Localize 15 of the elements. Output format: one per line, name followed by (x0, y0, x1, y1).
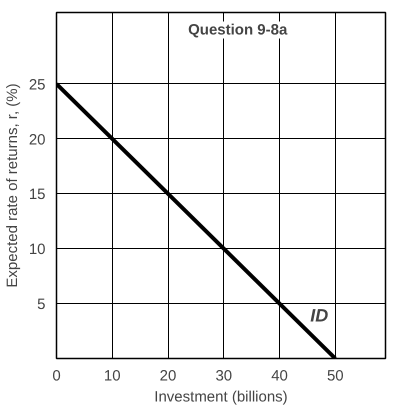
y-axis-title: Expected rate of returns, r, (%) (4, 83, 21, 288)
y-tick-label: 5 (37, 296, 46, 314)
x-axis-title: Investment (billions) (154, 388, 288, 406)
text: Question 9-8a (188, 22, 288, 38)
x-tick-label: 40 (271, 368, 288, 384)
y-tick-label: 15 (28, 186, 46, 204)
x-tick-label: 10 (104, 368, 121, 384)
x-tick-label: 50 (326, 368, 344, 384)
annotation: ID (310, 306, 328, 326)
y-tick-label: 20 (28, 131, 46, 148)
x-tick-label: 20 (160, 368, 176, 384)
y-tick-label: 25 (28, 76, 46, 94)
x-tick-label: 0 (52, 368, 61, 384)
x-tick-label: 30 (215, 368, 232, 384)
y-tick-label: 10 (28, 241, 46, 258)
